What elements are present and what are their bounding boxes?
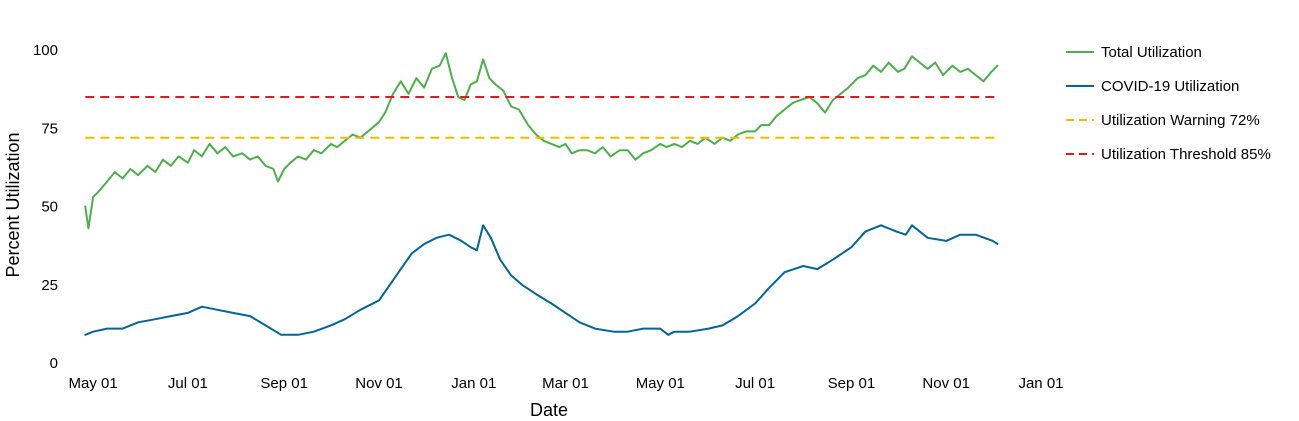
x-tick-label: Mar 01 — [542, 375, 589, 392]
x-tick-label: May 01 — [68, 375, 117, 392]
x-axis-title: Date — [530, 400, 568, 420]
legend-label: Utilization Threshold 85% — [1101, 146, 1271, 163]
y-tick-label: 50 — [41, 199, 58, 216]
legend: Total Utilization COVID-19 Utilization Uti… — [1066, 44, 1271, 163]
series-line-1 — [84, 224, 999, 336]
x-tick-label: Jan 01 — [1018, 375, 1063, 392]
x-tick-label: May 01 — [636, 375, 685, 392]
y-axis-ticks: 0 25 50 75 100 — [33, 42, 58, 372]
x-tick-label: Jan 01 — [451, 375, 496, 392]
x-tick-label: Jul 01 — [168, 375, 208, 392]
x-axis-ticks: May 01 Jul 01 Sep 01 Nov 01 Jan 01 Mar 01 May … — [68, 375, 1063, 392]
y-axis-title: Percent Utilization — [3, 132, 23, 277]
legend-label: Utilization Warning 72% — [1101, 112, 1260, 129]
x-tick-label: Jul 01 — [735, 375, 775, 392]
y-tick-label: 0 — [50, 355, 58, 372]
x-tick-label: Sep 01 — [828, 375, 876, 392]
y-tick-label: 100 — [33, 42, 58, 59]
series-line-0 — [84, 52, 999, 230]
series-layer — [84, 52, 999, 336]
x-tick-label: Nov 01 — [922, 375, 970, 392]
x-tick-label: Nov 01 — [355, 375, 403, 392]
y-tick-label: 25 — [41, 277, 58, 294]
y-tick-label: 75 — [41, 120, 58, 137]
legend-label: COVID-19 Utilization — [1101, 78, 1239, 95]
legend-label: Total Utilization — [1101, 44, 1202, 61]
x-tick-label: Sep 01 — [260, 375, 308, 392]
